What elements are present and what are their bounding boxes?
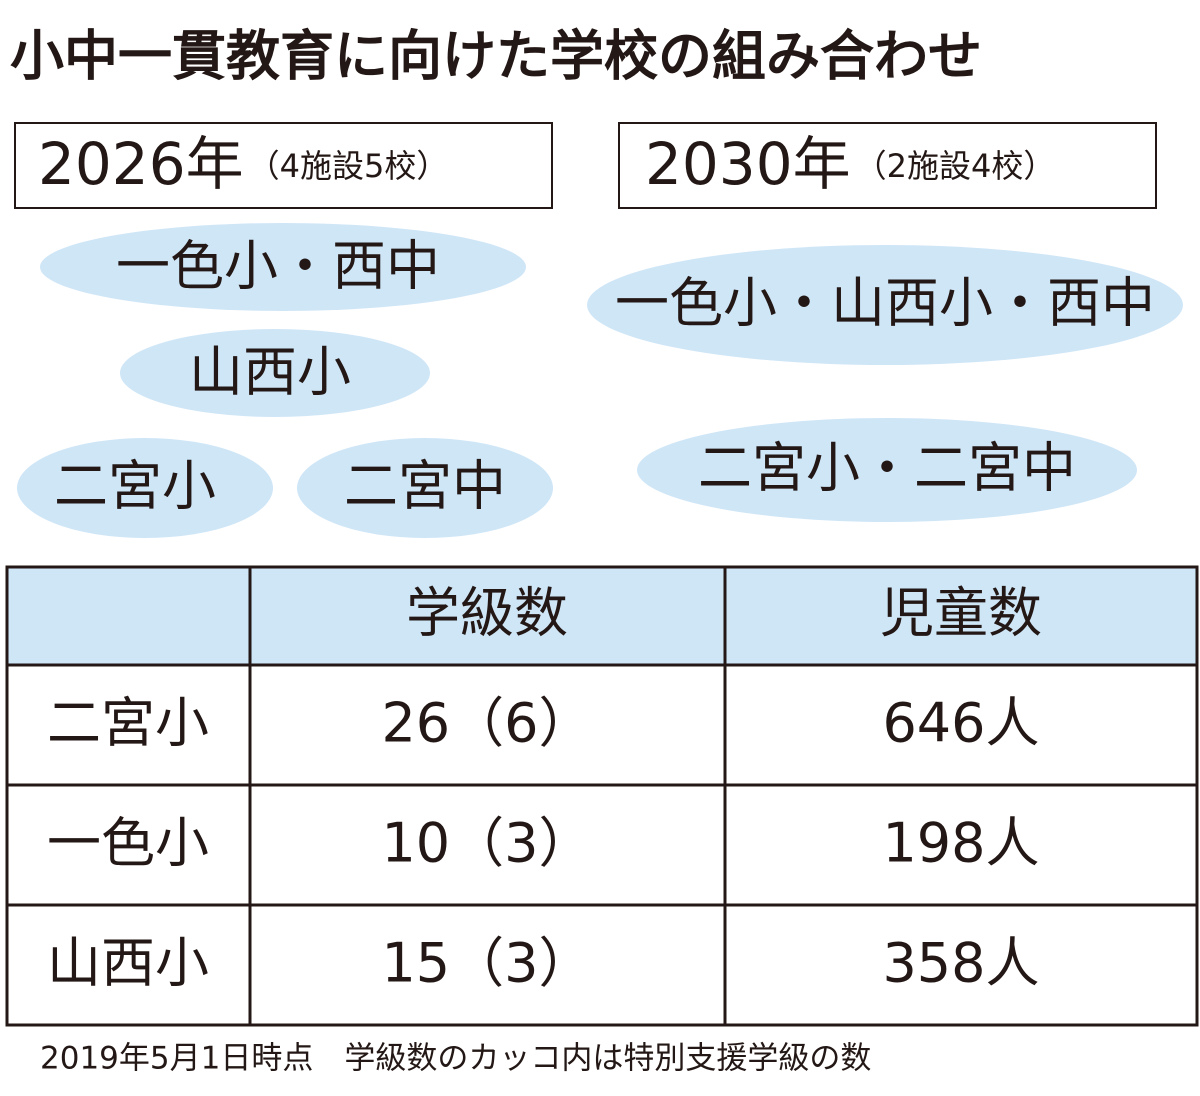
footnote: 2019年5月1日時点 学級数のカッコ内は特別支援学級の数 xyxy=(40,1041,871,1077)
table-cell: 15（3） xyxy=(381,932,592,995)
plan-note: （4施設5校） xyxy=(248,147,449,185)
plan-heading: 2030年 （2施設4校） xyxy=(645,130,1055,198)
school-group-bubble xyxy=(17,438,273,538)
school-group: 二宮中 xyxy=(344,455,506,518)
title: 小中一貫教育に向けた学校の組み合わせ xyxy=(10,25,982,88)
table-header: 児童数 xyxy=(880,582,1042,645)
table-grid xyxy=(5,565,1199,1027)
table-header: 学級数 xyxy=(406,582,568,645)
school-group-bubble xyxy=(637,418,1137,522)
plan-box xyxy=(618,122,1157,209)
plan-note: （2施設4校） xyxy=(855,147,1056,185)
plan-year: 2026年 xyxy=(38,130,244,198)
plan-year: 2030年 xyxy=(645,130,851,198)
school-group-bubble xyxy=(120,329,430,417)
row-label: 山西小 xyxy=(47,932,209,995)
table-cell: 646人 xyxy=(882,692,1039,755)
row-label: 一色小 xyxy=(47,812,209,875)
school-group: 一色小・山西小・西中 xyxy=(615,272,1155,335)
school-group: 二宮小・二宮中 xyxy=(698,437,1076,500)
plan-heading: 2026年 （4施設5校） xyxy=(38,130,448,198)
plan-box xyxy=(14,122,553,209)
table-cell: 10（3） xyxy=(381,812,592,875)
school-group: 二宮小 xyxy=(54,455,216,518)
school-group-bubble xyxy=(40,223,526,311)
table-border xyxy=(5,565,1199,1027)
table-header-bg xyxy=(7,567,1197,665)
school-group-bubble xyxy=(297,438,553,538)
row-label: 二宮小 xyxy=(47,692,209,755)
table-cell: 198人 xyxy=(882,812,1039,875)
school-group: 山西小 xyxy=(189,341,351,404)
table-cell: 358人 xyxy=(882,932,1039,995)
table-cell: 26（6） xyxy=(381,692,592,755)
school-group: 一色小・西中 xyxy=(116,235,440,298)
school-group-bubble xyxy=(587,245,1183,365)
